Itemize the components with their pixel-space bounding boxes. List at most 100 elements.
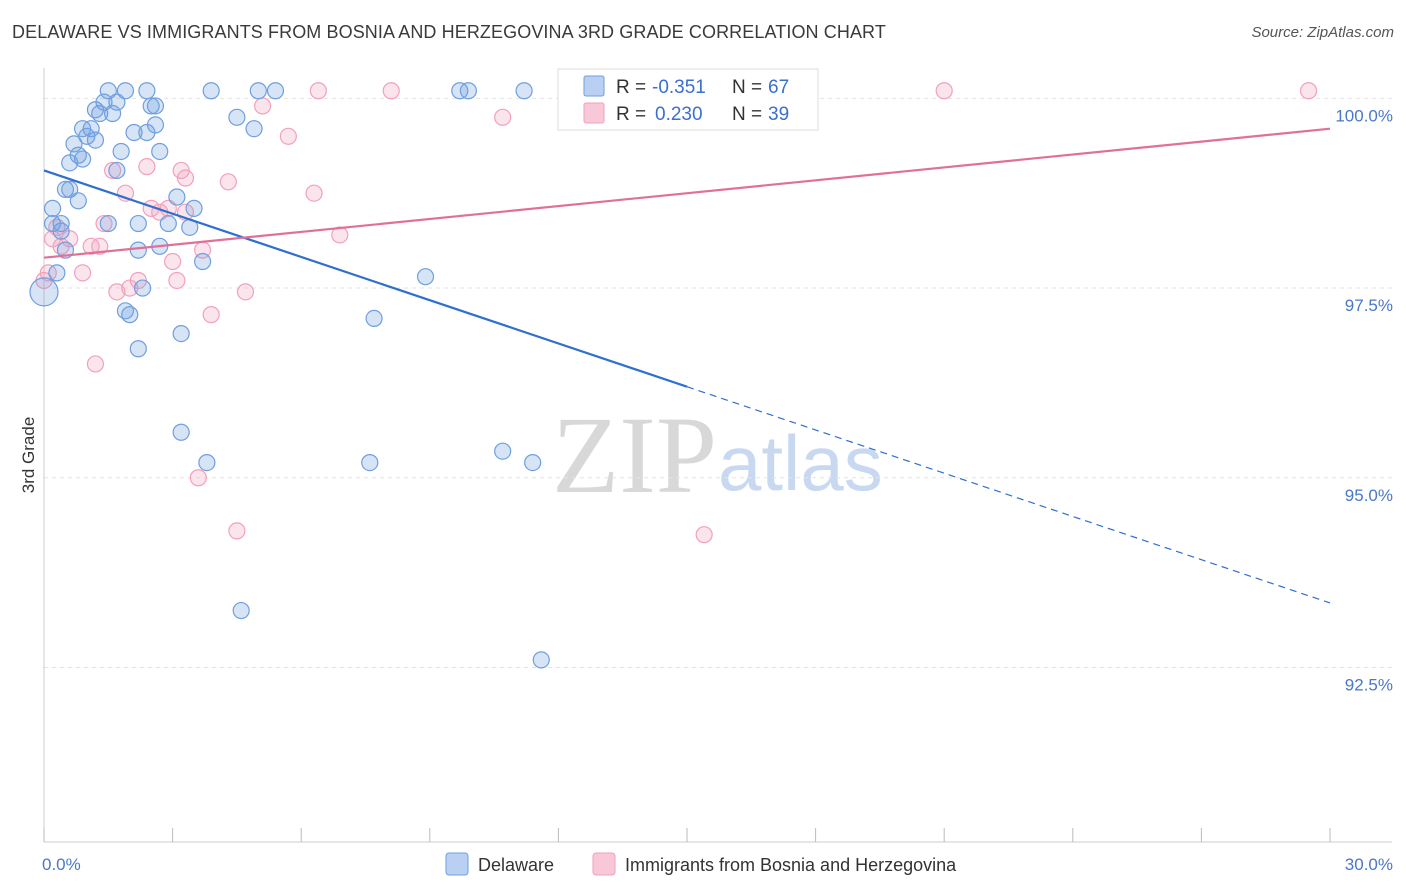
- delaware-point: [249, 82, 267, 100]
- delaware-point: [95, 93, 113, 111]
- x-ticks: [43, 828, 1331, 842]
- delaware-point: [151, 142, 169, 161]
- delaware-point: [159, 214, 177, 233]
- delaware-point: [172, 423, 190, 441]
- delaware-point: [232, 601, 250, 620]
- delaware-point: [121, 306, 139, 324]
- series-legend-swatch-bosnia: [592, 852, 616, 876]
- bosnia-trend-line: [43, 127, 1331, 259]
- delaware-point: [266, 82, 285, 100]
- bosnia-point: [103, 161, 122, 180]
- delaware-point: [515, 82, 533, 100]
- x-tick-label-min: 0.0%: [42, 855, 81, 874]
- bosnia-point: [95, 214, 113, 233]
- delaware-point: [73, 150, 92, 168]
- bosnia-point: [494, 108, 512, 126]
- legend-swatch-delaware: [583, 75, 605, 97]
- legend-r-value-delaware: -0.351: [652, 77, 706, 98]
- delaware-point: [532, 651, 550, 669]
- correlation-legend: R = -0.351 N = 67 R = 0.230 N = 39: [557, 68, 819, 131]
- delaware-point: [459, 82, 477, 100]
- y-tick-label: 97.5%: [1345, 296, 1393, 315]
- bosnia-point: [219, 173, 237, 191]
- bosnia-point: [309, 82, 327, 100]
- legend-r-label-delaware: R =: [616, 77, 646, 98]
- delaware-point: [61, 180, 79, 199]
- delaware-point: [29, 277, 59, 307]
- legend-n-label-bosnia: N =: [732, 104, 762, 125]
- y-tick-labels: 100.0% 97.5% 95.0% 92.5%: [1335, 106, 1393, 694]
- bosnia-point: [382, 82, 400, 100]
- series-legend-swatch-delaware: [445, 852, 469, 876]
- delaware-trend-extension: [686, 386, 1331, 604]
- delaware-trend-line: [43, 169, 688, 388]
- delaware-point: [82, 120, 100, 138]
- bosnia-point: [189, 469, 207, 487]
- delaware-point: [142, 97, 160, 115]
- delaware-point: [56, 180, 75, 199]
- bosnia-point: [176, 169, 195, 187]
- y-tick-label: 92.5%: [1345, 675, 1393, 694]
- delaware-point: [99, 82, 117, 100]
- bosnia-point: [935, 82, 953, 100]
- trend-lines: [43, 127, 1331, 604]
- bosnia-point: [91, 237, 109, 255]
- bosnia-point: [1299, 82, 1318, 100]
- delaware-point: [416, 268, 435, 286]
- delaware-point: [185, 199, 203, 217]
- delaware-point: [172, 324, 190, 343]
- delaware-point: [365, 309, 383, 328]
- delaware-point: [198, 453, 216, 472]
- delaware-point: [112, 142, 130, 161]
- delaware-point: [138, 82, 156, 100]
- delaware-point: [99, 214, 117, 233]
- delaware-point: [52, 214, 70, 233]
- bosnia-point: [236, 283, 255, 301]
- delaware-point: [125, 123, 143, 142]
- bosnia-point: [108, 283, 126, 301]
- bosnia-point: [695, 526, 713, 544]
- delaware-point: [108, 93, 126, 111]
- bosnia-point: [159, 199, 177, 217]
- delaware-point: [108, 161, 126, 180]
- delaware-point: [494, 442, 512, 460]
- y-axis-label: 3rd Grade: [19, 417, 38, 494]
- delaware-point: [86, 131, 105, 149]
- bosnia-point: [305, 184, 323, 202]
- axes: [43, 68, 1392, 843]
- chart-title: DELAWARE VS IMMIGRANTS FROM BOSNIA AND H…: [12, 22, 886, 42]
- legend-r-value-bosnia: 0.230: [655, 104, 703, 125]
- delaware-point: [228, 108, 246, 126]
- delaware-point: [116, 82, 135, 100]
- x-tick-label-max: 30.0%: [1345, 855, 1393, 874]
- delaware-point: [103, 104, 122, 123]
- delaware-point: [133, 279, 152, 297]
- delaware-point: [129, 340, 147, 358]
- series-legend-label-bosnia: Immigrants from Bosnia and Herzegovina: [625, 855, 957, 875]
- delaware-point: [65, 135, 83, 153]
- legend-n-value-delaware: 67: [768, 77, 789, 98]
- y-tick-label: 95.0%: [1345, 486, 1393, 505]
- legend-n-label-delaware: N =: [732, 77, 762, 98]
- delaware-point: [129, 241, 147, 259]
- delaware-point: [129, 214, 147, 233]
- bosnia-point: [138, 158, 156, 176]
- y-tick-label: 100.0%: [1335, 106, 1393, 125]
- delaware-point: [168, 188, 186, 206]
- bosnia-point: [168, 271, 186, 290]
- watermark-zip: ZIP: [552, 394, 717, 516]
- legend-n-value-bosnia: 39: [768, 104, 789, 125]
- bosnia-points: [35, 82, 1318, 544]
- delaware-point: [361, 453, 379, 472]
- delaware-point: [245, 120, 263, 138]
- bosnia-point: [73, 264, 92, 282]
- watermark-atlas: atlas: [718, 419, 883, 507]
- bosnia-point: [86, 355, 105, 373]
- delaware-point: [91, 104, 109, 123]
- series-legend: Delaware Immigrants from Bosnia and Herz…: [445, 852, 957, 876]
- series-legend-label-delaware: Delaware: [478, 855, 554, 875]
- delaware-point: [48, 264, 66, 282]
- delaware-point: [69, 192, 87, 210]
- bosnia-point: [254, 97, 272, 115]
